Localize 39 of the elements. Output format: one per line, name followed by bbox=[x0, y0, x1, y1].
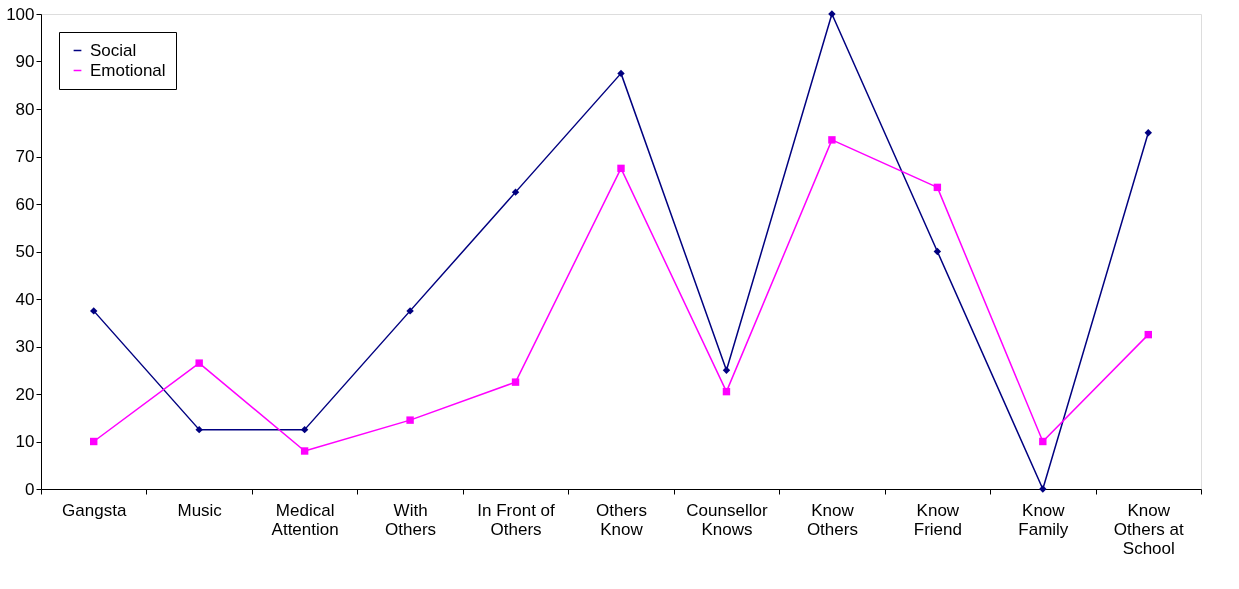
y-tick-label: 50 bbox=[15, 242, 35, 261]
y-tick-label: 30 bbox=[15, 337, 35, 356]
point bbox=[722, 366, 731, 374]
point bbox=[195, 359, 203, 367]
point bbox=[300, 447, 309, 455]
point bbox=[933, 247, 942, 256]
point bbox=[617, 69, 625, 78]
x-tick-label: In Front of Others bbox=[477, 500, 556, 539]
point bbox=[1144, 129, 1152, 137]
point bbox=[406, 416, 414, 424]
y-tick-label: 0 bbox=[25, 479, 35, 499]
y-tick-label: 20 bbox=[15, 384, 35, 404]
x-tick-label: Know Friend bbox=[913, 500, 962, 539]
point bbox=[617, 164, 625, 173]
y-tick-label: 100 bbox=[6, 4, 35, 24]
point bbox=[1039, 437, 1047, 446]
y-tick-label: 90 bbox=[15, 52, 35, 71]
legend-label: Social bbox=[90, 40, 137, 60]
x-tick-label: Know Others at School bbox=[1113, 500, 1185, 558]
x-tick-label: Counsellor Knows bbox=[686, 500, 768, 539]
point bbox=[90, 307, 98, 315]
point bbox=[828, 136, 836, 144]
x-tick-label: Medical Attention bbox=[271, 500, 339, 539]
x-tick-label: With Others bbox=[385, 500, 437, 539]
point bbox=[511, 378, 520, 386]
point bbox=[511, 188, 520, 196]
point bbox=[195, 425, 203, 434]
y-tick-label: 40 bbox=[15, 289, 35, 309]
x-tick-label: Know Others bbox=[806, 500, 858, 539]
y-tick-label: 60 bbox=[15, 194, 35, 214]
y-tick-label: 80 bbox=[15, 99, 35, 119]
y-tick-label: 70 bbox=[15, 147, 35, 166]
x-tick-label: Music bbox=[177, 500, 223, 520]
point bbox=[300, 425, 309, 434]
x-tick-label: Know Family bbox=[1018, 500, 1069, 539]
y-tick-label: 10 bbox=[15, 432, 35, 451]
x-tick-label: Gangsta bbox=[62, 500, 127, 520]
x-tick-label: Others Know bbox=[595, 500, 648, 539]
legend-label: Emotional bbox=[90, 60, 166, 80]
